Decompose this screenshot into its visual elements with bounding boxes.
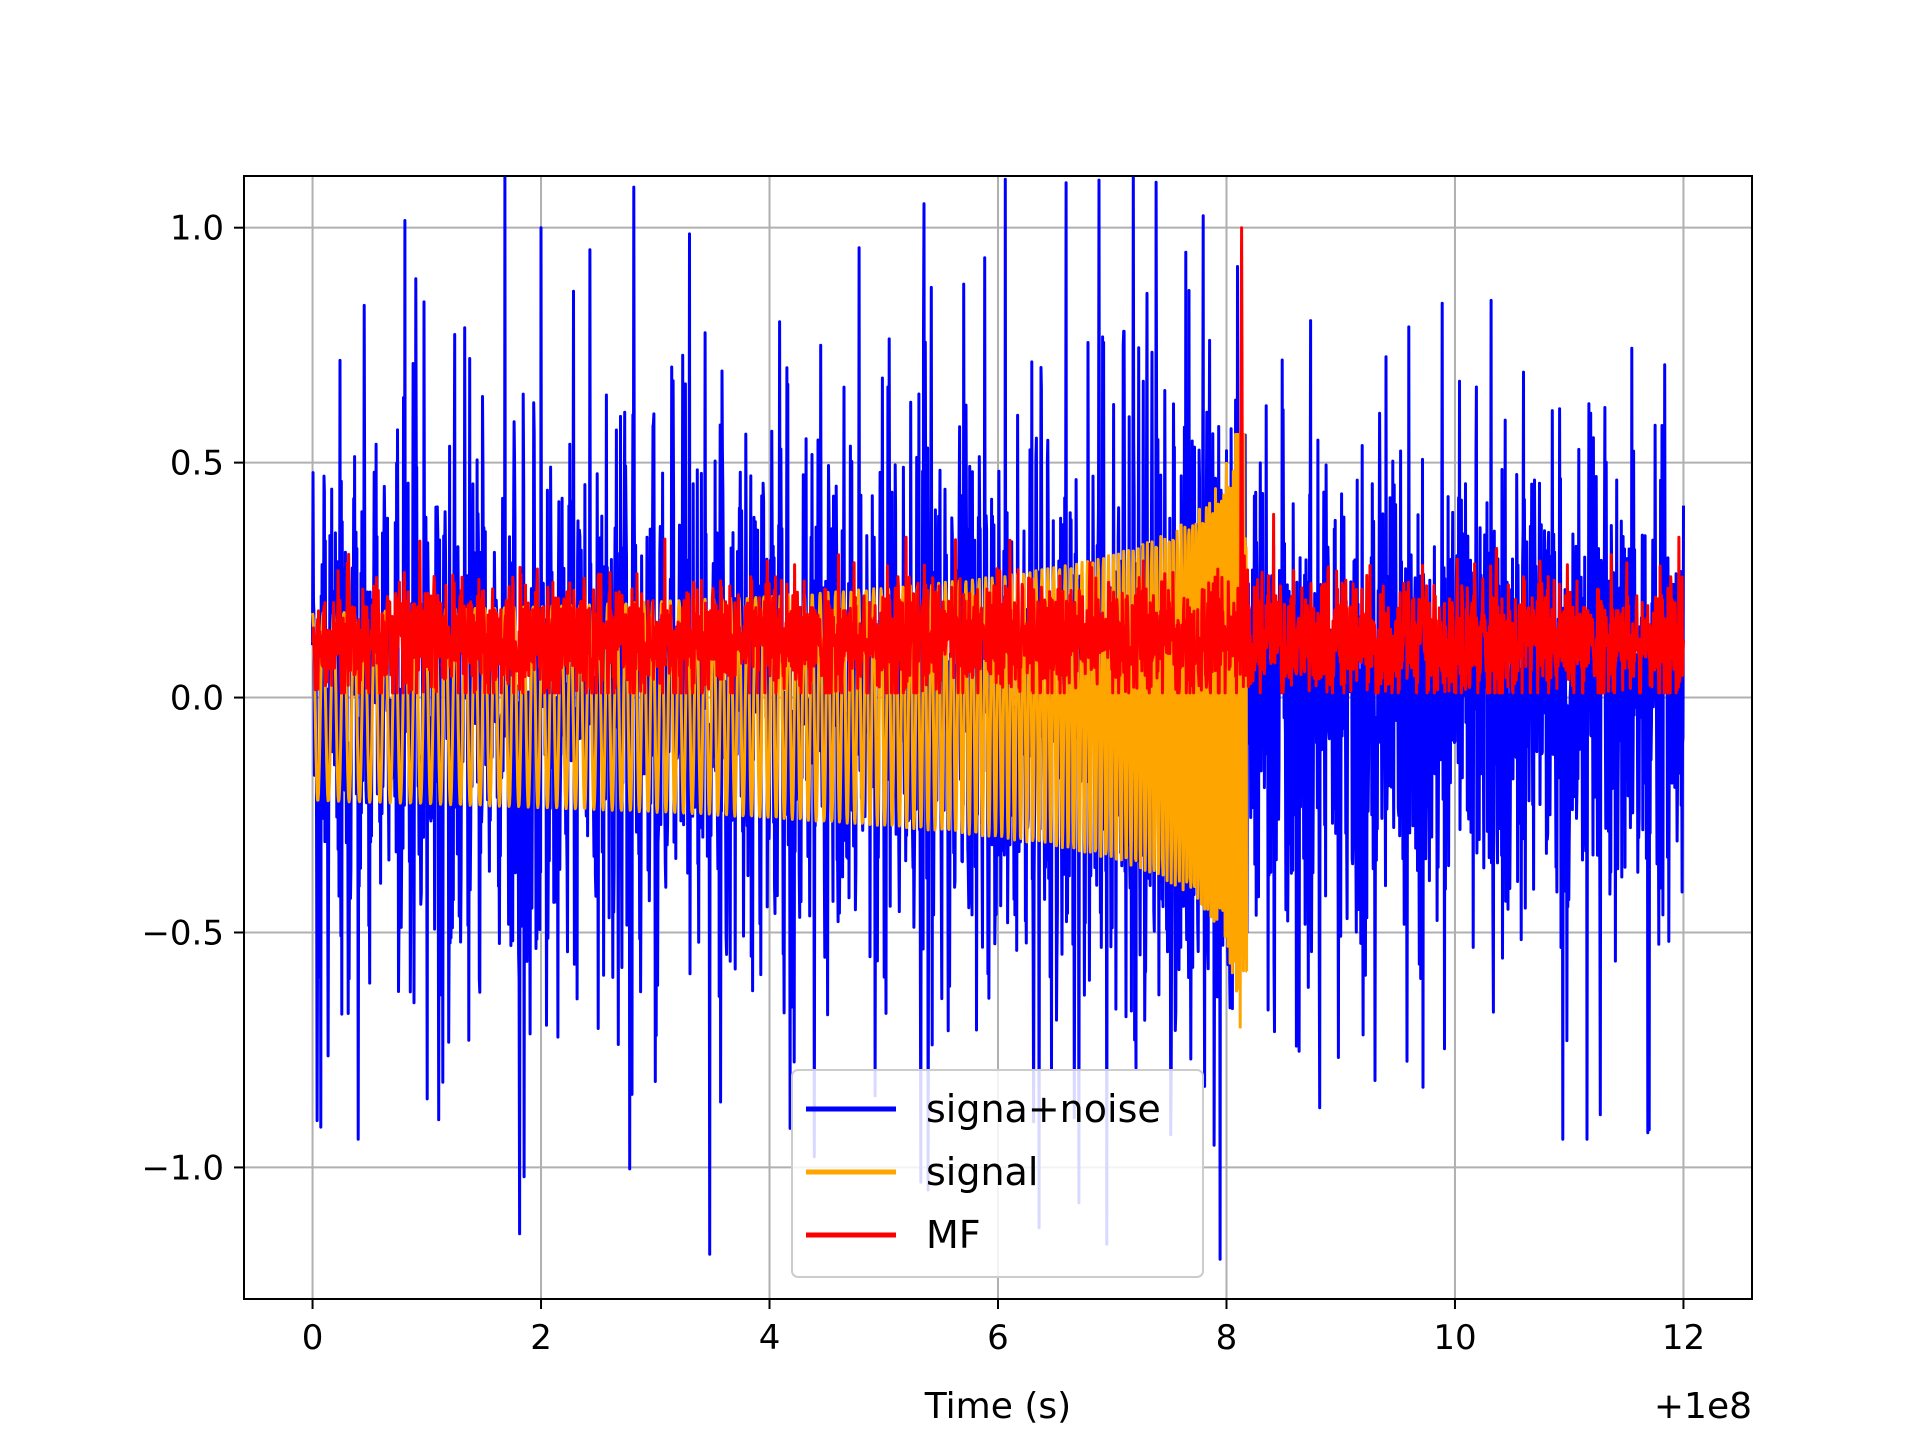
y-tick-label: 0.0 (170, 679, 224, 719)
y-tick-label: −1.0 (141, 1148, 224, 1188)
series-line-signa-noise (311, 176, 1685, 1261)
x-tick-label: 8 (1216, 1318, 1238, 1358)
y-tick-label: −0.5 (141, 913, 224, 953)
x-tick-label: 2 (530, 1318, 552, 1358)
tick-layer: 0 2 4 6 8 10 12 −1.0 −0.5 0.0 0.5 1.0 (141, 209, 1705, 1358)
x-axis-label: Time (s) (924, 1386, 1071, 1427)
x-tick-label: 10 (1433, 1318, 1476, 1358)
series-line-mf (311, 226, 1685, 695)
y-tick-label: 1.0 (170, 209, 224, 249)
x-offset-label: +1e8 (1654, 1386, 1752, 1427)
legend-label-mf: MF (926, 1213, 981, 1257)
x-tick-label: 0 (302, 1318, 324, 1358)
legend-label-signal: signal (926, 1150, 1038, 1194)
legend: signa+noise signal MF (791, 1069, 1204, 1278)
x-tick-label: 12 (1662, 1318, 1705, 1358)
y-tick-label: 0.5 (170, 444, 224, 484)
x-tick-label: 6 (987, 1318, 1009, 1358)
series-layer (311, 176, 1685, 1261)
legend-label-signal-noise: signa+noise (926, 1087, 1161, 1131)
x-tick-label: 4 (759, 1318, 781, 1358)
legend-box (791, 1069, 1204, 1278)
